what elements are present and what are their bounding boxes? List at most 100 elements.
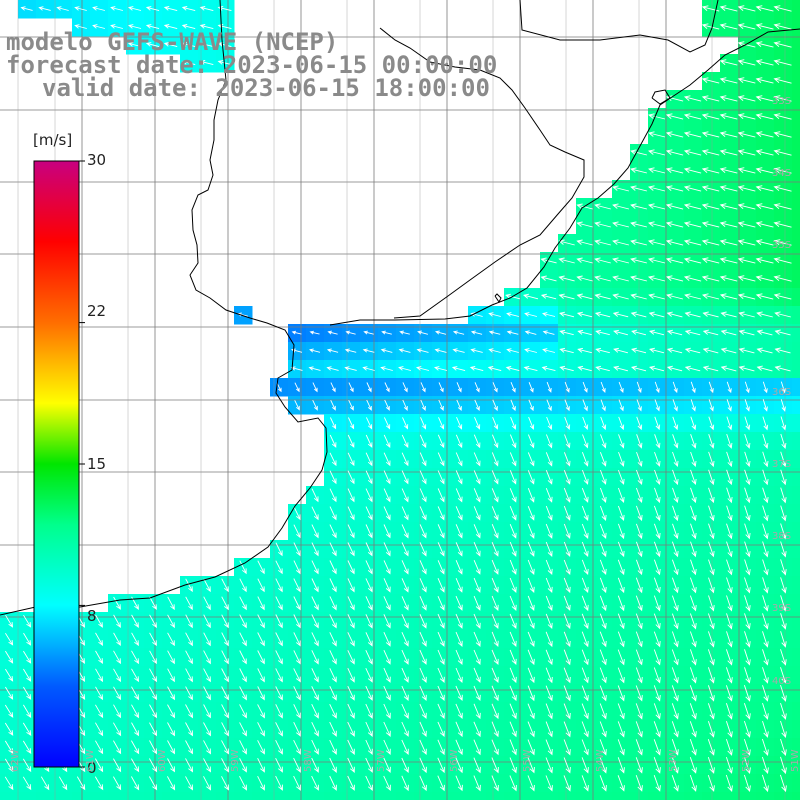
wind-vector-arrow: [275, 722, 283, 737]
wind-vector-arrow: [437, 739, 445, 756]
wind-vector-arrow: [582, 416, 589, 430]
wind-speed-cell: [792, 504, 800, 523]
wind-vector-arrow: [455, 757, 463, 774]
wind-vector-arrow: [347, 721, 355, 737]
wind-vector-arrow: [780, 469, 787, 486]
wind-vector-arrow: [5, 668, 14, 682]
wind-vector-arrow: [509, 559, 517, 575]
wind-vector-arrow: [221, 614, 229, 629]
wind-vector-arrow: [239, 650, 247, 665]
wind-vector-arrow: [701, 149, 720, 156]
wind-vector-arrow: [635, 757, 643, 774]
wind-vector-arrow: [594, 203, 611, 210]
wind-vector-arrow: [720, 311, 737, 318]
wind-vector-arrow: [576, 293, 593, 300]
wind-vector-arrow: [635, 775, 643, 792]
wind-vector-arrow: [275, 596, 283, 611]
wind-vector-arrow: [203, 578, 211, 593]
wind-vector-arrow: [689, 739, 697, 756]
wind-vector-arrow: [630, 311, 647, 318]
wind-vector-arrow: [365, 739, 373, 755]
wind-vector-arrow: [257, 722, 265, 737]
wind-vector-arrow: [671, 739, 679, 756]
wind-vector-arrow: [581, 613, 589, 630]
wind-vector-arrow: [744, 631, 751, 648]
wind-vector-arrow: [672, 451, 679, 467]
wind-vector-arrow: [617, 721, 625, 738]
wind-vector-arrow: [719, 113, 738, 120]
wind-vector-arrow: [737, 59, 756, 66]
wind-vector-arrow: [630, 347, 647, 354]
wind-vector-arrow: [617, 505, 625, 521]
wind-vector-arrow: [612, 203, 630, 210]
lon-label-52w: 52W: [741, 749, 752, 772]
wind-vector-arrow: [149, 668, 158, 683]
wind-vector-arrow: [564, 381, 570, 393]
wind-vector-arrow: [647, 113, 666, 120]
wind-vector-arrow: [383, 560, 391, 575]
wind-vector-arrow: [689, 577, 697, 594]
wind-speed-cell: [792, 324, 800, 343]
wind-vector-arrow: [636, 451, 643, 467]
wind-vector-arrow: [433, 366, 448, 371]
wind-vector-arrow: [528, 416, 535, 430]
wind-vector-arrow: [599, 469, 607, 485]
wind-vector-arrow: [455, 506, 463, 521]
wind-vector-arrow: [653, 541, 661, 558]
wind-vector-arrow: [365, 506, 373, 521]
wind-vector-arrow: [636, 381, 642, 394]
wind-vector-arrow: [635, 469, 643, 485]
wind-vector-arrow: [437, 452, 445, 467]
wind-vector-arrow: [665, 149, 684, 156]
wind-speed-cell: [792, 684, 800, 703]
wind-vector-arrow: [737, 185, 756, 192]
wind-vector-arrow: [701, 275, 720, 282]
wind-vector-arrow: [719, 257, 738, 264]
wind-vector-arrow: [707, 703, 715, 720]
wind-vector-arrow: [762, 631, 769, 648]
wind-vector-arrow: [474, 417, 481, 430]
wind-vector-arrow: [636, 416, 643, 431]
wind-vector-arrow: [203, 686, 211, 701]
wind-vector-arrow: [690, 487, 697, 504]
wind-vector-arrow: [329, 470, 337, 485]
wind-vector-arrow: [311, 757, 319, 773]
wind-vector-arrow: [149, 776, 158, 791]
wind-vector-arrow: [491, 739, 499, 756]
wind-vector-arrow: [599, 577, 607, 594]
wind-vector-arrow: [419, 542, 427, 557]
wind-vector-arrow: [737, 293, 756, 300]
wind-vector-arrow: [329, 650, 337, 665]
wind-vector-arrow: [546, 381, 552, 393]
wind-vector-arrow: [347, 506, 355, 521]
wind-vector-arrow: [599, 649, 607, 666]
wind-vector-arrow: [290, 366, 303, 371]
wind-vector-arrow: [4, 740, 14, 754]
wind-vector-arrow: [576, 257, 593, 264]
wind-vector-arrow: [762, 702, 769, 720]
wind-vector-arrow: [599, 523, 607, 539]
wind-vector-arrow: [654, 416, 661, 431]
wind-vector-arrow: [762, 399, 768, 412]
wind-vector-arrow: [239, 758, 247, 773]
wind-vector-arrow: [738, 329, 755, 336]
wind-vector-arrow: [492, 382, 498, 393]
wind-vector-arrow: [581, 739, 589, 756]
wind-vector-arrow: [311, 524, 319, 539]
wind-vector-arrow: [719, 149, 738, 156]
wind-vector-arrow: [743, 720, 751, 738]
wind-vector-arrow: [384, 382, 390, 393]
wind-speed-cell: [720, 792, 739, 800]
wind-vector-arrow: [113, 722, 122, 737]
wind-vector-arrow: [239, 632, 247, 647]
wind-vector-arrow: [647, 131, 666, 138]
wind-vector-arrow: [163, 42, 178, 48]
wind-vector-arrow: [780, 399, 786, 412]
wind-vector-arrow: [701, 239, 720, 246]
wind-vector-arrow: [163, 6, 178, 12]
wind-vector-arrow: [330, 400, 336, 411]
title-forecast-date: forecast date: 2023-06-15 00:00:00: [6, 51, 498, 79]
wind-vector-arrow: [612, 239, 630, 246]
wind-vector-arrow: [671, 667, 679, 684]
wind-vector-arrow: [689, 721, 697, 738]
